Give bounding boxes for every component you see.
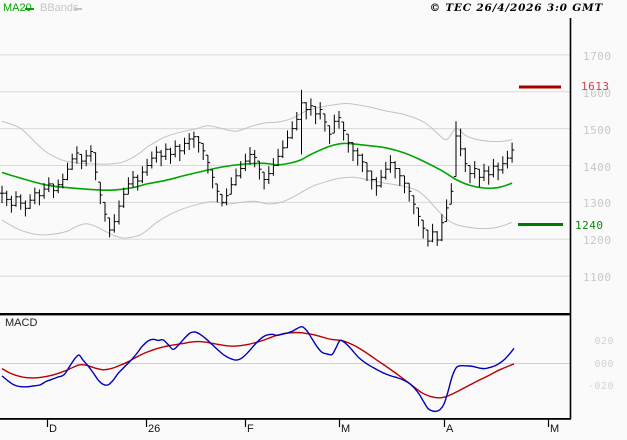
copyright-timestamp: © TEC 26/4/2026 3:0 GMT	[429, 2, 603, 14]
ma20-legend-label: MA20	[3, 2, 32, 14]
price-axis-label: 1200	[583, 234, 612, 248]
month-axis-label: M	[341, 423, 351, 435]
support-label: 1240	[575, 218, 604, 232]
month-axis-label: D	[49, 423, 57, 435]
price-axis-label: 1500	[583, 123, 612, 137]
price-axis-label: 1400	[583, 160, 612, 174]
macd-axis-label: 000	[594, 358, 614, 370]
month-axis-label: A	[446, 423, 454, 435]
macd-axis-label: 020	[594, 336, 614, 347]
month-axis-label: F	[247, 423, 254, 435]
bbands-legend-dash-icon	[74, 8, 82, 10]
price-axis-label: 1100	[583, 271, 612, 285]
price-axis-label: 1700	[583, 49, 612, 63]
ma20-legend-dash-icon	[25, 8, 34, 10]
resistance-label: 1613	[581, 80, 610, 93]
macd-panel-label: MACD	[5, 317, 38, 329]
bbands-legend-label: BBands	[40, 2, 79, 14]
price-axis-label: 1600	[583, 86, 612, 100]
month-axis-label: M	[550, 423, 560, 435]
month-axis-label: 26	[148, 423, 161, 435]
macd-axis-label: -020	[587, 381, 614, 392]
price-axis-label: 1300	[583, 197, 612, 211]
